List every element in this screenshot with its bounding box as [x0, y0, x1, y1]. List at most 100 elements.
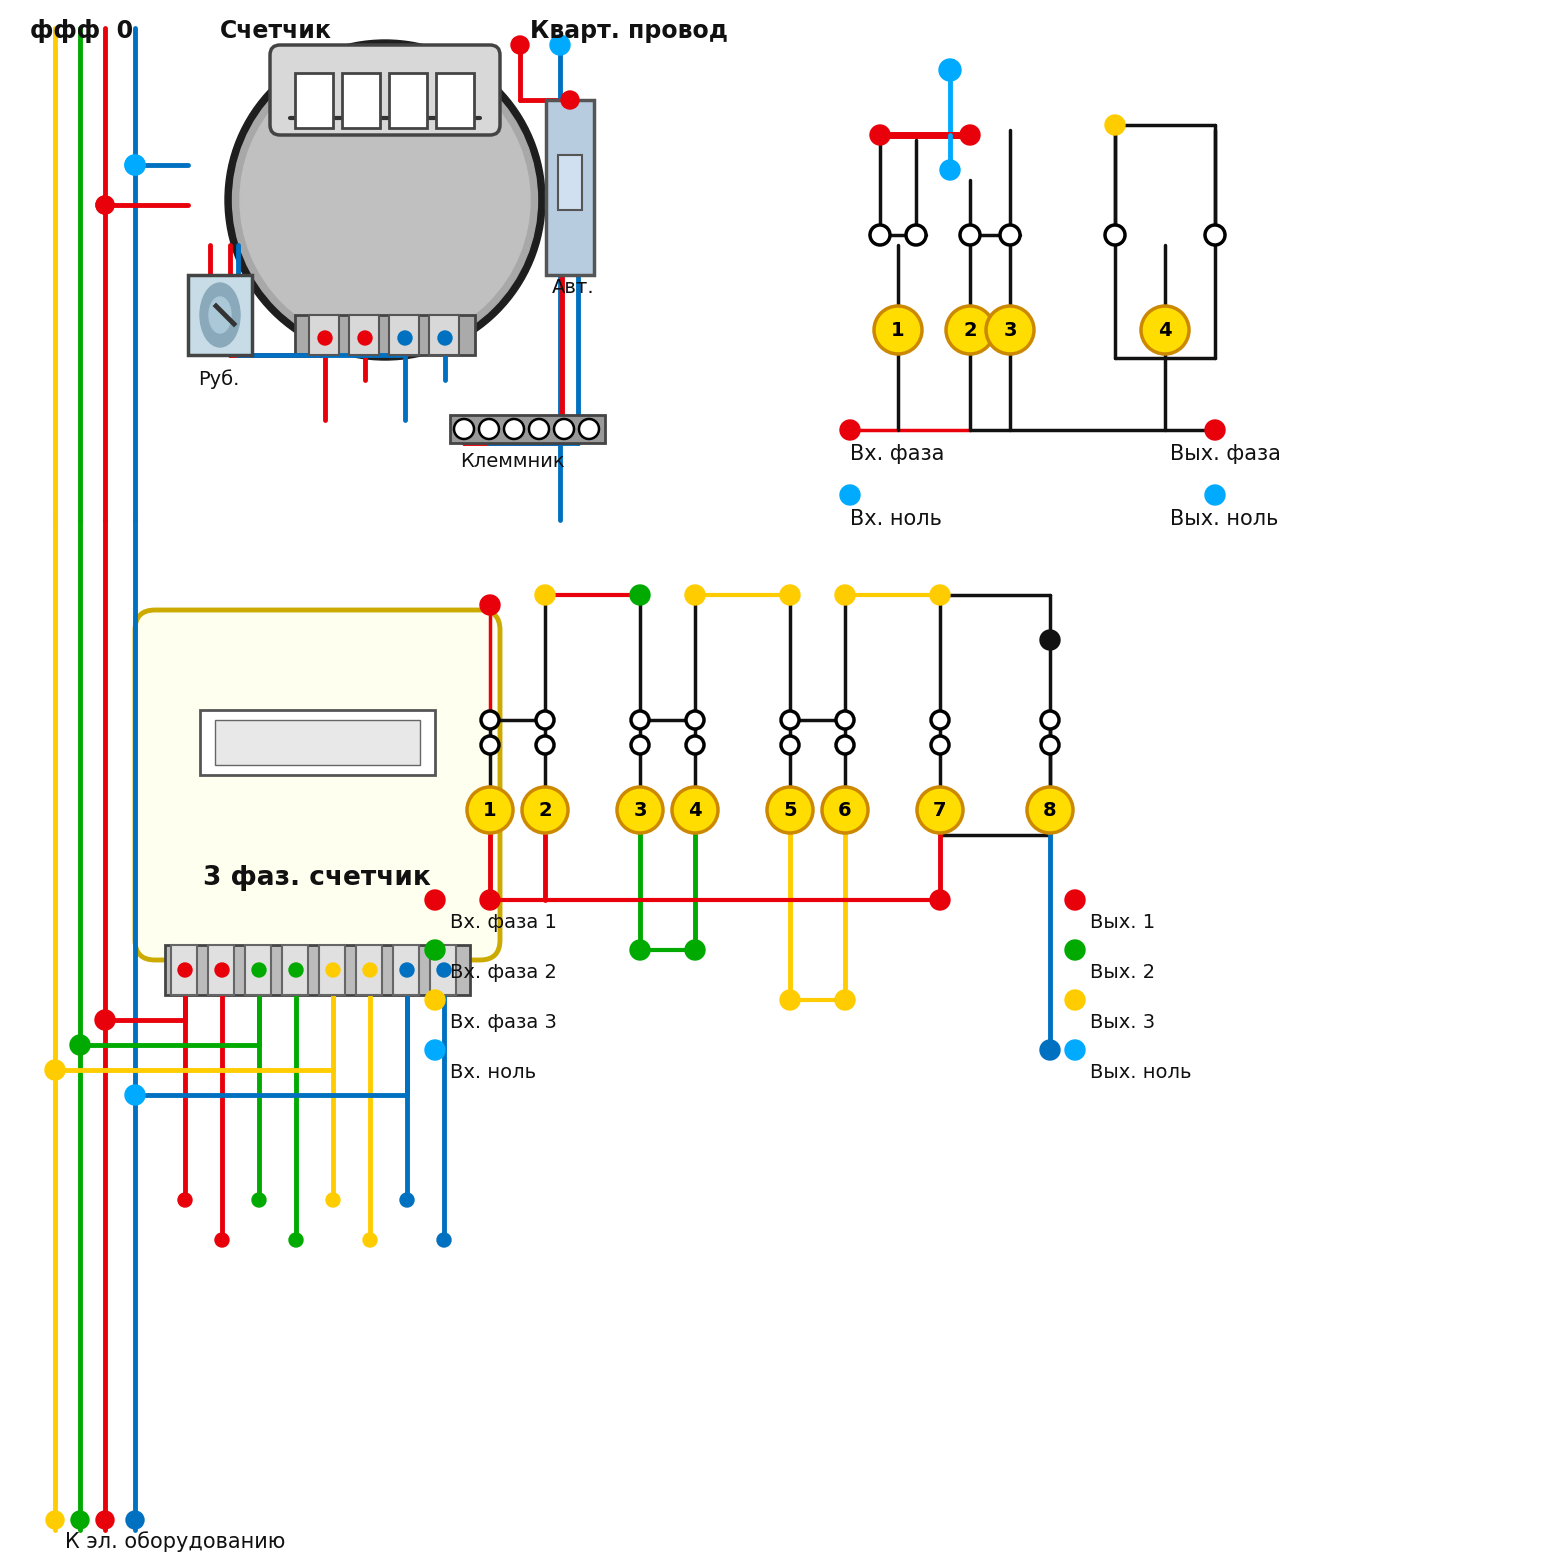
Bar [393, 944, 420, 994]
Circle shape [1065, 940, 1086, 960]
Circle shape [1204, 225, 1225, 245]
Circle shape [70, 1035, 90, 1055]
Circle shape [874, 306, 922, 354]
Circle shape [125, 1085, 145, 1105]
Text: Вх. ноль: Вх. ноль [449, 1063, 537, 1082]
Text: Вх. фаза 2: Вх. фаза 2 [449, 963, 557, 982]
Circle shape [537, 735, 554, 754]
Circle shape [906, 225, 927, 245]
Text: 1: 1 [484, 801, 496, 820]
Circle shape [768, 787, 813, 834]
Circle shape [959, 125, 980, 145]
Circle shape [326, 963, 340, 977]
Text: 6: 6 [838, 801, 852, 820]
Circle shape [363, 963, 378, 977]
Text: Вх. ноль: Вх. ноль [850, 509, 942, 529]
Circle shape [424, 940, 445, 960]
Circle shape [780, 990, 800, 1010]
Ellipse shape [232, 47, 538, 353]
Text: Вых. 1: Вых. 1 [1090, 913, 1154, 932]
Circle shape [554, 418, 574, 439]
Circle shape [839, 485, 860, 506]
Circle shape [551, 34, 569, 55]
Text: Вых. фаза: Вых. фаза [1170, 443, 1281, 464]
Ellipse shape [200, 283, 240, 347]
Bar [429, 315, 459, 354]
Text: К эл. оборудованию: К эл. оборудованию [66, 1531, 285, 1552]
Circle shape [72, 1511, 89, 1530]
Bar [342, 73, 381, 128]
Circle shape [126, 1511, 144, 1530]
Circle shape [1026, 787, 1073, 834]
Text: 8: 8 [1044, 801, 1056, 820]
Circle shape [945, 306, 994, 354]
Circle shape [95, 1010, 115, 1030]
Circle shape [1000, 225, 1020, 245]
Circle shape [253, 963, 267, 977]
Circle shape [941, 159, 959, 180]
Circle shape [931, 735, 948, 754]
Circle shape [512, 36, 529, 55]
Circle shape [836, 710, 853, 729]
Circle shape [1041, 735, 1059, 754]
Text: Вых. ноль: Вых. ноль [1170, 509, 1278, 529]
Circle shape [618, 787, 663, 834]
Circle shape [630, 940, 651, 960]
Text: 5: 5 [783, 801, 797, 820]
FancyBboxPatch shape [136, 610, 501, 960]
Bar [558, 155, 582, 211]
Circle shape [424, 890, 445, 910]
Circle shape [1204, 420, 1225, 440]
Circle shape [318, 331, 332, 345]
Bar [318, 944, 345, 994]
Circle shape [986, 306, 1034, 354]
Circle shape [917, 787, 963, 834]
Circle shape [97, 1511, 114, 1530]
Circle shape [870, 225, 891, 245]
Circle shape [836, 735, 853, 754]
Circle shape [630, 585, 651, 606]
Circle shape [398, 331, 412, 345]
Circle shape [178, 963, 192, 977]
Circle shape [835, 990, 855, 1010]
Circle shape [424, 1040, 445, 1060]
Bar [295, 315, 474, 354]
Text: 4: 4 [1158, 320, 1172, 339]
Circle shape [125, 155, 145, 175]
Circle shape [1204, 485, 1225, 506]
Bar [356, 944, 382, 994]
Bar [435, 73, 474, 128]
Circle shape [1104, 225, 1125, 245]
Circle shape [931, 710, 948, 729]
Circle shape [1104, 116, 1125, 134]
Circle shape [399, 963, 413, 977]
Bar [172, 944, 197, 994]
Text: 7: 7 [933, 801, 947, 820]
Circle shape [959, 225, 980, 245]
Text: ффф  0: ффф 0 [30, 19, 133, 44]
Circle shape [1041, 710, 1059, 729]
Circle shape [97, 197, 114, 214]
Circle shape [125, 155, 145, 175]
Text: 4: 4 [688, 801, 702, 820]
Circle shape [424, 990, 445, 1010]
Bar [295, 73, 332, 128]
Circle shape [782, 710, 799, 729]
Text: Вых. 2: Вых. 2 [1090, 963, 1154, 982]
Bar [215, 720, 420, 765]
Circle shape [822, 787, 867, 834]
Ellipse shape [240, 55, 530, 345]
Bar [388, 73, 427, 128]
Circle shape [178, 1193, 192, 1207]
Circle shape [363, 1233, 378, 1247]
Text: Клеммник: Клеммник [460, 453, 565, 471]
Circle shape [357, 331, 371, 345]
Circle shape [630, 710, 649, 729]
Circle shape [1065, 1040, 1086, 1060]
Text: Вых. ноль: Вых. ноль [1090, 1063, 1192, 1082]
Bar [309, 315, 339, 354]
Circle shape [97, 197, 114, 214]
Circle shape [930, 585, 950, 606]
Bar [245, 944, 271, 994]
Text: 2: 2 [963, 320, 977, 339]
